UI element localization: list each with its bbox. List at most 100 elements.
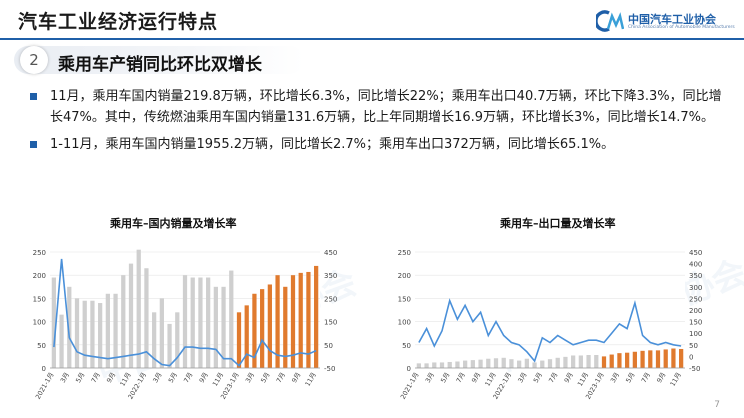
bar	[594, 355, 599, 368]
x-tick-label: 7月	[640, 371, 652, 384]
bar	[314, 265, 319, 368]
bar	[524, 358, 529, 368]
growth-rate-line	[418, 298, 682, 363]
y-right-tick-label: 450	[324, 249, 337, 257]
x-tick-label: 7月	[547, 371, 559, 384]
bar	[609, 354, 614, 368]
bar	[252, 293, 257, 368]
bar	[447, 361, 452, 368]
bullet-square-icon	[30, 141, 37, 148]
y-right-tick-label: 100	[689, 330, 702, 338]
x-tick-label: 5月	[439, 371, 451, 384]
bar	[648, 350, 653, 368]
x-tick-label: 5月	[167, 371, 179, 384]
bar	[144, 268, 149, 368]
bar	[167, 323, 172, 368]
y-left-tick-label: 0	[42, 365, 46, 373]
bar	[283, 286, 288, 368]
bar	[424, 363, 429, 368]
y-right-tick-label: 150	[324, 319, 337, 327]
y-left-tick-label: 150	[33, 295, 46, 303]
bar	[509, 359, 514, 368]
bar	[152, 312, 157, 368]
page-number: 7	[714, 400, 720, 410]
bar	[532, 362, 537, 368]
x-tick-label: 9月	[105, 371, 117, 384]
bar	[540, 360, 545, 368]
x-tick-label: 7月	[182, 371, 194, 384]
bar	[206, 277, 211, 368]
x-tick-label: 3月	[59, 371, 71, 384]
x-tick-label: 2021-1月	[399, 371, 421, 401]
bullet-item: 1-11月，乘用车国内销量1955.2万辆，同比增长2.7%；乘用车出口372万…	[30, 134, 730, 155]
bar	[51, 277, 56, 368]
x-tick-label: 11月	[304, 371, 318, 388]
bullet-item: 11月，乘用车国内销量219.8万辆，环比增长6.3%，同比增长22%；乘用车出…	[30, 86, 730, 128]
bar	[486, 358, 491, 368]
bar	[221, 286, 226, 368]
bar	[82, 300, 87, 368]
chart-title-export: 乘用车–出口量及增长率	[500, 217, 616, 230]
y-left-tick-label: 250	[398, 249, 411, 257]
y-left-tick-label: 50	[402, 342, 411, 350]
bar	[617, 353, 622, 368]
header-divider	[0, 38, 744, 40]
bar	[671, 348, 676, 368]
bar	[136, 249, 141, 368]
logo-text-en: China Association of Automobile Manufact…	[628, 25, 735, 30]
x-tick-label: 9月	[290, 371, 302, 384]
x-tick-label: 9月	[198, 371, 210, 384]
bullet-text: 1-11月，乘用车国内销量1955.2万辆，同比增长2.7%；乘用车出口372万…	[50, 137, 615, 152]
y-left-tick-label: 100	[398, 319, 411, 327]
x-tick-label: 7月	[275, 371, 287, 384]
y-left-tick-label: 250	[33, 249, 46, 257]
bar	[586, 355, 591, 368]
bar	[98, 303, 103, 368]
bar	[632, 351, 637, 368]
section-number: 2	[20, 46, 48, 74]
y-right-tick-label: 250	[689, 295, 702, 303]
x-tick-label: 9月	[655, 371, 667, 384]
x-tick-label: 7月	[90, 371, 102, 384]
bar	[432, 362, 437, 368]
x-tick-label: 7月	[455, 371, 467, 384]
y-left-tick-label: 200	[33, 272, 46, 280]
x-tick-label: 3月	[424, 371, 436, 384]
y-right-tick-label: 350	[689, 272, 702, 280]
bar	[306, 271, 311, 368]
chart-title-domestic: 乘用车–国内销量及增长率	[110, 217, 237, 230]
x-tick-label: 2021-1月	[34, 371, 56, 401]
x-tick-label: 5月	[624, 371, 636, 384]
bar	[67, 286, 72, 368]
y-right-tick-label: -50	[689, 365, 700, 373]
y-right-tick-label: 400	[689, 261, 702, 269]
bar	[90, 300, 95, 368]
bar	[478, 359, 483, 368]
x-tick-label: 11月	[669, 371, 683, 388]
bullet-square-icon	[30, 93, 37, 100]
bar	[175, 312, 180, 368]
bar	[455, 361, 460, 368]
bar	[547, 359, 553, 368]
bar	[182, 275, 188, 368]
x-tick-label: 11月	[211, 371, 225, 388]
bar	[501, 357, 506, 368]
page-title: 汽车工业经济运行特点	[18, 11, 219, 33]
bar	[229, 270, 234, 368]
x-tick-label: 11月	[576, 371, 590, 388]
y-right-tick-label: 50	[324, 342, 333, 350]
bar	[493, 358, 499, 368]
bar	[59, 314, 64, 368]
bar	[236, 312, 242, 368]
bar	[121, 275, 126, 368]
bar	[578, 355, 583, 368]
y-right-tick-label: 50	[689, 342, 698, 350]
bar	[640, 350, 645, 368]
x-tick-label: 11月	[118, 371, 132, 388]
y-right-tick-label: 250	[324, 295, 337, 303]
bullet-list: 11月，乘用车国内销量219.8万辆，环比增长6.3%，同比增长22%；乘用车出…	[30, 86, 730, 161]
bar	[267, 284, 272, 368]
bar	[159, 298, 164, 368]
caam-logo-icon	[596, 10, 624, 32]
